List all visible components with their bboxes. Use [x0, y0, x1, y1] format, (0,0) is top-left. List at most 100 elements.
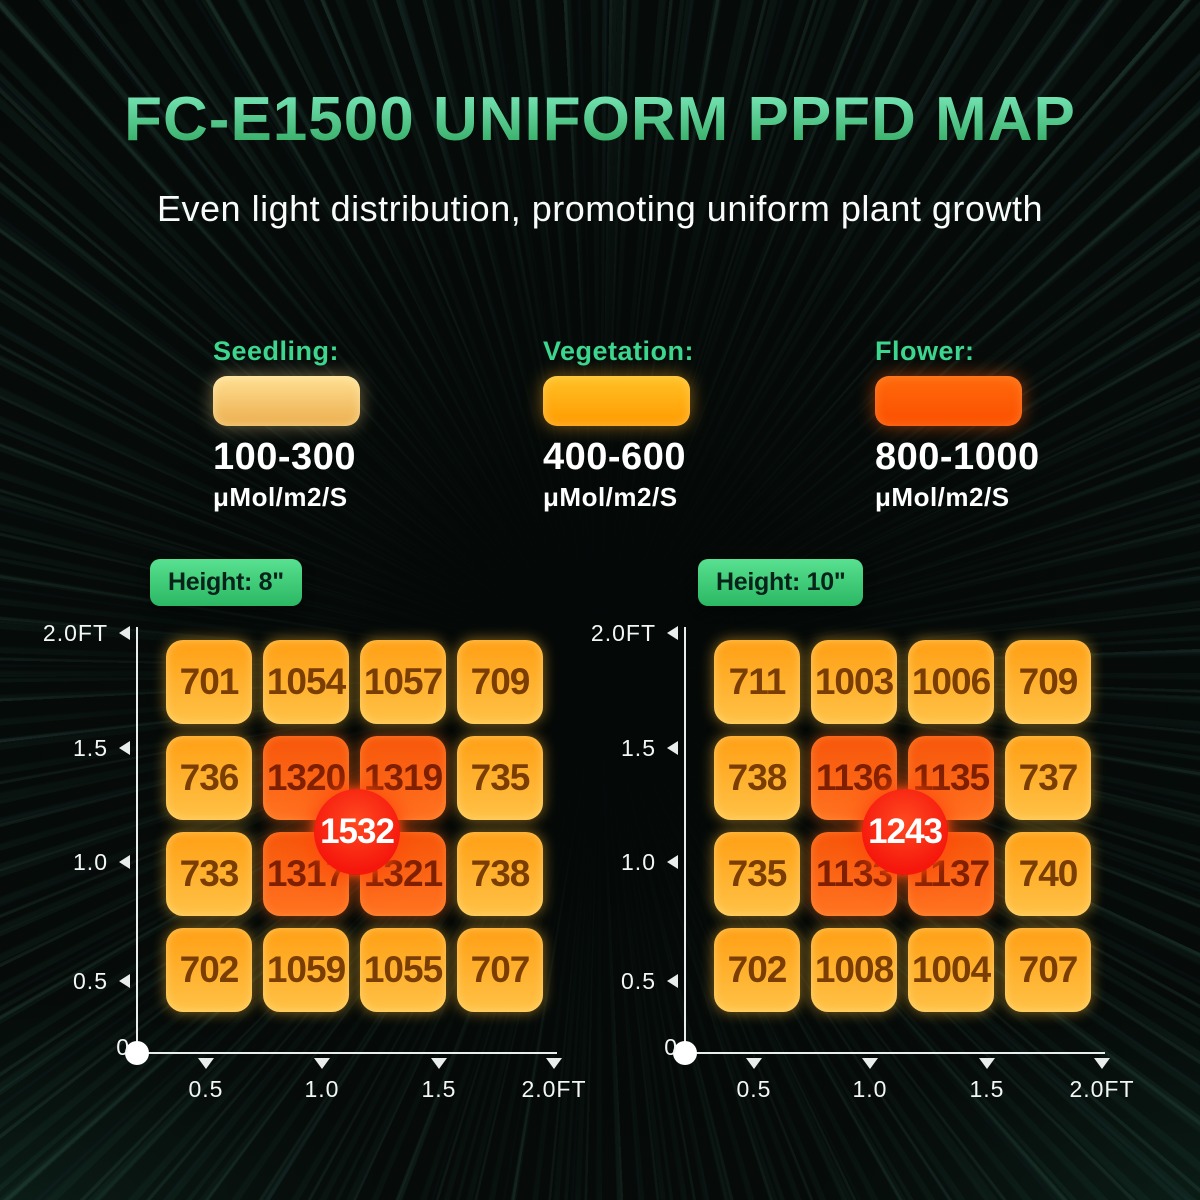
ppfd-tile: 735	[457, 736, 543, 820]
left-arrow-icon	[119, 626, 130, 640]
peak-value-circle: 1532	[314, 789, 400, 875]
y-tick: 2.0FT	[0, 618, 130, 648]
height-badge-label: Height: 8"	[168, 568, 284, 596]
ppfd-grid: 711 1003 1006 709 738 1136 1135 737 735 1133 1137 7…	[714, 640, 1091, 1012]
ppfd-tile: 1008	[811, 928, 897, 1012]
peak-value: 1243	[868, 812, 943, 851]
legend-unit: μMol/m2/S	[543, 482, 678, 512]
x-tick: 2.0FT	[509, 1058, 599, 1103]
legend-stage-label: Seedling:	[213, 336, 340, 366]
legend-unit: μMol/m2/S	[875, 482, 1010, 512]
legend-range-value: 100-300	[213, 436, 356, 478]
y-tick-label: 0.5	[621, 967, 656, 994]
legend-stage-label: Vegetation:	[543, 336, 695, 366]
down-arrow-icon	[546, 1058, 562, 1069]
ppfd-tile: 707	[457, 928, 543, 1012]
height-badge-label: Height: 10"	[716, 568, 846, 596]
ppfd-chart-height-10: Height: 10" 2.0FT 1.5 1.0 0.5 0 0.5 1.0 …	[548, 0, 1200, 1200]
y-tick: 1.5	[548, 733, 678, 763]
x-tick-label: 2.0FT	[521, 1076, 587, 1102]
legend-item-seedling: Seedling: 100-300 μMol/m2/S	[213, 336, 493, 513]
y-tick: 1.0	[548, 847, 678, 877]
y-tick-label: 0	[664, 1033, 678, 1060]
legend-unit: μMol/m2/S	[213, 482, 348, 512]
ppfd-tile: 711	[714, 640, 800, 724]
left-arrow-icon	[667, 741, 678, 755]
y-axis-line	[684, 627, 686, 1053]
ppfd-tile: 707	[1005, 928, 1091, 1012]
y-tick-label: 2.0FT	[590, 619, 656, 646]
x-tick-label: 1.5	[969, 1076, 1005, 1102]
x-tick: 1.5	[942, 1058, 1032, 1103]
peak-value-circle: 1243	[862, 789, 948, 875]
y-tick-label: 1.0	[73, 848, 108, 875]
left-arrow-icon	[667, 626, 678, 640]
ppfd-tile: 1055	[360, 928, 446, 1012]
y-tick: 2.0FT	[548, 618, 678, 648]
down-arrow-icon	[198, 1058, 214, 1069]
ppfd-tile: 1003	[811, 640, 897, 724]
ppfd-tile: 1059	[263, 928, 349, 1012]
ppfd-tile: 709	[1005, 640, 1091, 724]
x-tick: 1.0	[825, 1058, 915, 1103]
y-tick-label: 0	[116, 1033, 130, 1060]
x-tick-label: 0.5	[736, 1076, 772, 1102]
legend-range-value: 400-600	[543, 436, 686, 478]
ppfd-tile: 701	[166, 640, 252, 724]
down-arrow-icon	[314, 1058, 330, 1069]
x-tick: 2.0FT	[1057, 1058, 1147, 1103]
vegetation-color-swatch	[543, 376, 690, 426]
y-tick-label: 1.5	[621, 734, 656, 761]
down-arrow-icon	[1094, 1058, 1110, 1069]
x-axis-line	[685, 1052, 1105, 1054]
x-tick: 1.5	[394, 1058, 484, 1103]
page-title: FC-E1500 UNIFORM PPFD MAP	[0, 84, 1200, 155]
seedling-color-swatch	[213, 376, 360, 426]
left-arrow-icon	[119, 741, 130, 755]
x-axis-line	[137, 1052, 557, 1054]
y-axis-line	[136, 627, 138, 1053]
ppfd-tile: 737	[1005, 736, 1091, 820]
ppfd-tile: 733	[166, 832, 252, 916]
down-arrow-icon	[979, 1058, 995, 1069]
ppfd-tile: 702	[166, 928, 252, 1012]
left-arrow-icon	[119, 855, 130, 869]
legend-range-value: 800-1000	[875, 436, 1040, 478]
y-tick-label: 0.5	[73, 967, 108, 994]
x-tick: 1.0	[277, 1058, 367, 1103]
y-tick-label: 1.0	[621, 848, 656, 875]
ppfd-tile: 1054	[263, 640, 349, 724]
x-tick: 0.5	[161, 1058, 251, 1103]
legend-item-flower: Flower: 800-1000 μMol/m2/S	[875, 336, 1155, 513]
legend-stage-label: Flower:	[875, 336, 975, 366]
down-arrow-icon	[862, 1058, 878, 1069]
peak-value: 1532	[320, 812, 395, 851]
legend-item-vegetation: Vegetation: 400-600 μMol/m2/S	[543, 336, 823, 513]
left-arrow-icon	[119, 974, 130, 988]
ppfd-tile: 736	[166, 736, 252, 820]
down-arrow-icon	[746, 1058, 762, 1069]
x-tick-label: 1.5	[421, 1076, 457, 1102]
ppfd-tile: 735	[714, 832, 800, 916]
ppfd-tile: 738	[457, 832, 543, 916]
axis-origin-dot	[673, 1041, 697, 1065]
flower-color-swatch	[875, 376, 1022, 426]
y-tick: 0	[548, 1032, 701, 1062]
height-badge: Height: 10"	[698, 559, 864, 606]
y-tick-label: 2.0FT	[42, 619, 108, 646]
ppfd-tile: 702	[714, 928, 800, 1012]
x-tick: 0.5	[709, 1058, 799, 1103]
ppfd-tile: 1057	[360, 640, 446, 724]
ppfd-tile: 1006	[908, 640, 994, 724]
left-arrow-icon	[667, 974, 678, 988]
x-tick-label: 1.0	[304, 1076, 340, 1102]
x-tick-label: 0.5	[188, 1076, 224, 1102]
left-arrow-icon	[667, 855, 678, 869]
y-tick-label: 1.5	[73, 734, 108, 761]
down-arrow-icon	[431, 1058, 447, 1069]
height-badge: Height: 8"	[150, 559, 302, 606]
y-tick: 1.0	[0, 847, 130, 877]
ppfd-grid: 701 1054 1057 709 736 1320 1319 735 733 1317 1321 7…	[166, 640, 543, 1012]
axis-origin-dot	[125, 1041, 149, 1065]
